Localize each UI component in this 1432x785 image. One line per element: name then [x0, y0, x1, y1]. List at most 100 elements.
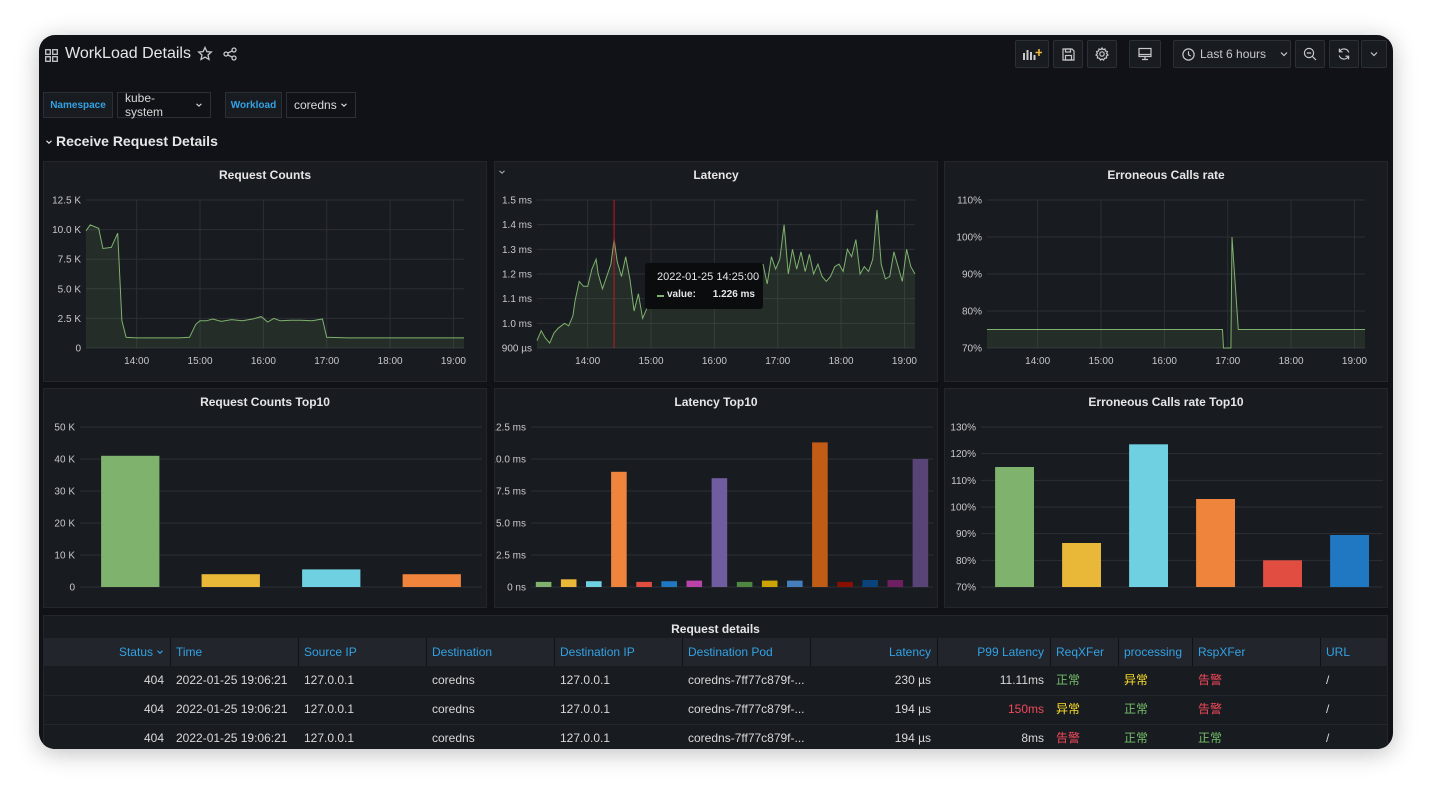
request-counts-top10-panel[interactable]: Request Counts Top10 0 10 K 20 K 30 K 40 K 50…	[43, 388, 487, 608]
zoom-out-button[interactable]	[1295, 40, 1325, 68]
request-counts-title[interactable]: Request Counts	[218, 168, 311, 182]
y-tick-label: 12.5 ms	[495, 423, 526, 434]
y-tick-label: 0 ns	[507, 583, 526, 594]
column-header-reqxfer[interactable]: ReqXFer	[1056, 645, 1105, 659]
add-panel-button[interactable]	[1015, 40, 1049, 68]
bar[interactable]	[560, 579, 577, 587]
erroneous-calls-rate-title[interactable]: Erroneous Calls rate	[1107, 168, 1225, 182]
y-tick-label: 40 K	[54, 455, 75, 466]
column-header-destination[interactable]: Destination	[432, 645, 493, 659]
column-header-latency[interactable]: Latency	[888, 645, 931, 659]
series-line[interactable]	[85, 224, 464, 339]
bar[interactable]	[837, 581, 853, 587]
cell-latency: 194 µs	[894, 702, 931, 716]
request-counts-chart[interactable]: 0 2.5 K 5.0 K 7.5 K 10.0 K 12.5 K 14:00 15:00 16…	[44, 162, 488, 383]
bar[interactable]	[1196, 499, 1235, 587]
request-counts-top10-title[interactable]: Request Counts Top10	[200, 395, 330, 409]
gear-icon	[1095, 47, 1109, 61]
y-tick-label: 90%	[956, 529, 976, 540]
dashboard-title[interactable]: WorkLoad Details	[65, 45, 191, 62]
request-counts-panel[interactable]: Request Counts 0 2.5 K 5.0 K 7.5 K 10.0 K 12.…	[43, 161, 487, 382]
column-header-time[interactable]: Time	[176, 645, 203, 659]
bar[interactable]	[636, 581, 652, 587]
latency-top10-panel[interactable]: Latency Top10 0 ns 2.5 ms 5.0 ms 7.5 ms 10.0…	[494, 388, 938, 608]
x-tick-label: 14:00	[1025, 356, 1050, 367]
column-separator	[1118, 638, 1119, 666]
column-header-processing[interactable]: processing	[1124, 645, 1183, 659]
column-separator	[298, 638, 299, 666]
refresh-button[interactable]	[1329, 40, 1359, 68]
bar[interactable]	[1129, 444, 1168, 587]
bar[interactable]	[1062, 543, 1101, 587]
cell-destination-ip: 127.0.0.1	[560, 673, 611, 687]
workload-select[interactable]: coredns	[286, 92, 356, 118]
column-header-destination-pod[interactable]: Destination Pod	[688, 645, 773, 659]
y-tick-label: 2.5 K	[58, 314, 82, 325]
bar[interactable]	[611, 471, 627, 587]
column-header-p99-latency[interactable]: P99 Latency	[977, 645, 1044, 659]
column-header-status[interactable]: Status	[43, 638, 170, 666]
column-header-rspxfer[interactable]: RspXFer	[1198, 645, 1246, 659]
share-icon[interactable]	[222, 46, 238, 62]
erroneous-calls-rate-top10-title[interactable]: Erroneous Calls rate Top10	[1088, 395, 1244, 409]
bar[interactable]	[887, 580, 904, 587]
erroneous-calls-rate-top10-chart[interactable]: 70% 80% 90% 100% 110% 120% 130%	[945, 389, 1389, 609]
column-header-source-ip[interactable]: Source IP	[304, 645, 357, 659]
latency-title: Latency	[693, 168, 739, 182]
bar[interactable]	[812, 442, 828, 587]
request-details-title[interactable]: Request details	[671, 622, 760, 636]
bar[interactable]	[761, 580, 778, 587]
chevron-down-icon	[196, 103, 202, 107]
bar[interactable]	[912, 459, 929, 587]
dashboard-settings-button[interactable]	[1087, 40, 1117, 68]
bar[interactable]	[302, 569, 361, 587]
latency-top10-title[interactable]: Latency Top10	[674, 395, 758, 409]
request-details-panel: Request details	[43, 615, 1388, 749]
latency-title-wrap[interactable]: Latency	[495, 168, 937, 182]
x-tick-label: 15:00	[1089, 356, 1114, 367]
chevron-down-icon	[340, 103, 347, 107]
bar[interactable]	[101, 455, 160, 587]
erroneous-calls-rate-chart[interactable]: 70% 80% 90% 100% 110% 14:00 15:00 16:00 17:00 18:…	[945, 162, 1389, 383]
erroneous-calls-rate-top10-panel[interactable]: Erroneous Calls rate Top10 70% 80% 90% 100%…	[944, 388, 1388, 608]
bar[interactable]	[736, 581, 753, 587]
chevron-down-icon	[1280, 52, 1288, 57]
table-row[interactable]: 404 2022-01-25 19:06:21 127.0.0.1 coredns 12…	[43, 724, 1387, 749]
bar[interactable]	[995, 467, 1034, 587]
time-picker-button[interactable]: Last 6 hours	[1173, 40, 1291, 68]
cell-destination-ip: 127.0.0.1	[560, 702, 611, 716]
refresh-interval-dropdown[interactable]	[1361, 40, 1387, 68]
table-row[interactable]: 404 2022-01-25 19:06:21 127.0.0.1 coredns 12…	[43, 666, 1387, 696]
series-line[interactable]	[987, 236, 1365, 349]
bar[interactable]	[661, 581, 677, 587]
row-collapse-toggle[interactable]: Receive Request Details	[45, 133, 218, 149]
bar[interactable]	[862, 580, 878, 587]
bar[interactable]	[787, 580, 803, 587]
bar[interactable]	[201, 574, 260, 587]
column-header-url[interactable]: URL	[1326, 645, 1351, 659]
series-area	[537, 209, 915, 348]
column-header-destination-ip[interactable]: Destination IP	[560, 645, 635, 659]
request-counts-top10-chart[interactable]: 0 10 K 20 K 30 K 40 K 50 K	[44, 389, 488, 609]
bar[interactable]	[402, 574, 461, 587]
cell-proc: 正常	[1124, 702, 1149, 716]
row-title: Receive Request Details	[56, 133, 218, 149]
column-separator	[682, 638, 683, 666]
bar[interactable]	[1330, 535, 1369, 587]
dashboard-grid-icon[interactable]	[45, 49, 58, 62]
bar[interactable]	[1263, 560, 1302, 587]
latency-top10-chart[interactable]: 0 ns 2.5 ms 5.0 ms 7.5 ms 10.0 ms 12.5 ms	[495, 389, 939, 609]
save-dashboard-button[interactable]	[1053, 40, 1083, 68]
star-icon[interactable]	[197, 45, 213, 62]
bar[interactable]	[535, 581, 552, 587]
bar[interactable]	[586, 581, 602, 587]
zoom-out-icon	[1303, 47, 1317, 61]
bar[interactable]	[711, 478, 728, 587]
tv-mode-button[interactable]	[1129, 40, 1161, 68]
cell-status: 404	[143, 731, 164, 745]
namespace-select[interactable]: kube-system	[117, 91, 211, 119]
table-row[interactable]: 404 2022-01-25 19:06:21 127.0.0.1 coredns 12…	[43, 695, 1387, 725]
erroneous-calls-rate-panel[interactable]: Erroneous Calls rate 70% 80% 90% 100% 110% 14…	[944, 161, 1388, 382]
latency-panel[interactable]: Latency 900 µs 1.0 ms 1.1 ms 1.2 ms 1.3 ms 1.…	[494, 161, 938, 382]
bar[interactable]	[686, 580, 703, 587]
